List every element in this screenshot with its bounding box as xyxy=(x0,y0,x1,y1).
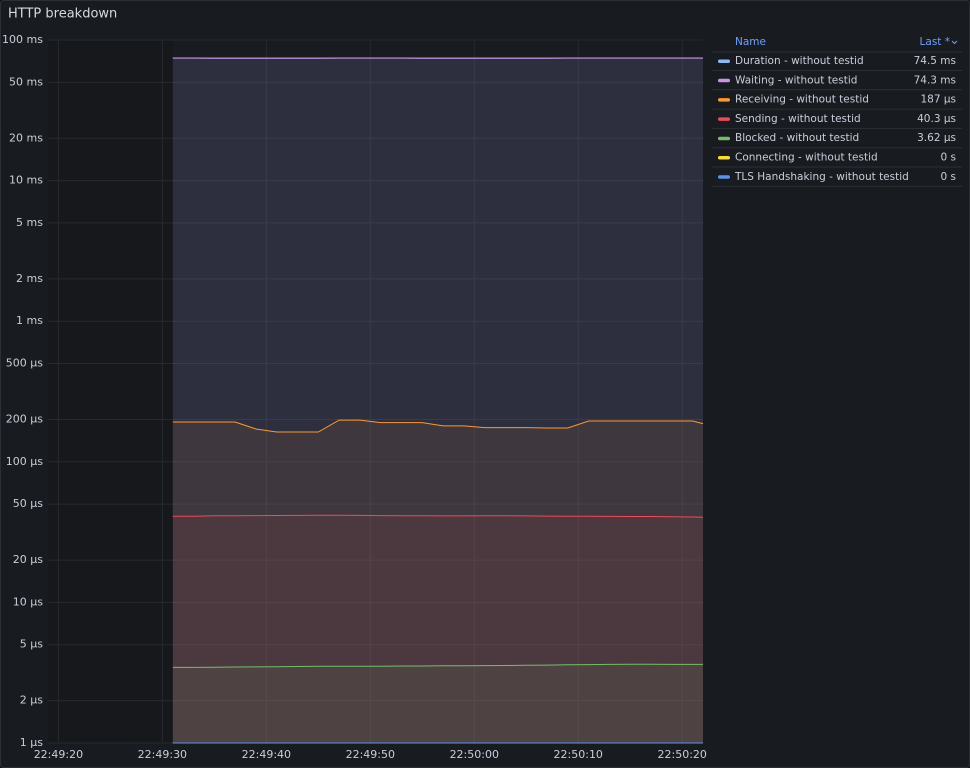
legend-last: 187 µs xyxy=(920,94,956,106)
series-area xyxy=(172,664,704,743)
legend: Name Last * Duration - without testid 74.… xyxy=(712,36,962,187)
x-tick-label: 22:50:20 xyxy=(658,748,707,761)
y-tick-label: 1 ms xyxy=(16,314,43,327)
y-tick-label: 2 µs xyxy=(20,694,43,707)
legend-name: Connecting - without testid xyxy=(735,152,878,164)
series-area xyxy=(172,420,704,743)
y-tick-label: 50 µs xyxy=(13,497,43,510)
y-tick-label: 10 µs xyxy=(13,595,43,608)
x-tick-label: 22:50:10 xyxy=(554,748,603,761)
legend-last: 40.3 µs xyxy=(917,113,956,125)
legend-swatch xyxy=(718,59,730,63)
y-tick-label: 5 µs xyxy=(20,638,43,651)
no-data-region xyxy=(48,40,173,743)
lines xyxy=(172,57,704,744)
legend-name: Blocked - without testid xyxy=(735,132,859,144)
series-area xyxy=(172,58,704,744)
legend-swatch xyxy=(718,136,730,141)
areas xyxy=(172,58,704,744)
grid xyxy=(48,39,703,744)
legend-name: Waiting - without testid xyxy=(735,74,857,86)
y-tick-label: 50 ms xyxy=(9,75,43,88)
y-tick-label: 5 ms xyxy=(16,216,43,229)
y-tick-label: 500 µs xyxy=(6,357,43,370)
sort-icon[interactable] xyxy=(951,40,958,45)
legend-header-last[interactable]: Last * xyxy=(920,36,950,48)
legend-name: Sending - without testid xyxy=(735,113,861,125)
x-tick-label: 22:49:20 xyxy=(34,748,83,761)
series-line xyxy=(172,663,703,668)
legend-swatch xyxy=(718,117,730,121)
legend-last: 3.62 µs xyxy=(917,132,956,144)
x-tick-label: 22:49:40 xyxy=(242,748,291,761)
y-tick-label: 100 ms xyxy=(2,33,43,46)
y-tick-label: 2 ms xyxy=(16,272,43,285)
y-tick-label: 100 µs xyxy=(6,455,43,468)
x-tick-label: 22:49:50 xyxy=(346,748,395,761)
series-line xyxy=(172,419,704,433)
x-tick-label: 22:50:00 xyxy=(450,748,499,761)
x-tick-label: 22:49:30 xyxy=(138,748,187,761)
legend-name: Duration - without testid xyxy=(735,55,864,67)
legend-swatch xyxy=(718,156,730,160)
legend-last: 74.5 ms xyxy=(914,55,956,67)
y-tick-label: 1 µs xyxy=(20,736,43,749)
series-area xyxy=(172,58,704,743)
axes: 100 ms 50 ms 20 ms 10 ms 5 ms 2 ms 1 ms 500 µs 2… xyxy=(2,33,707,761)
y-tick-label: 20 ms xyxy=(9,131,43,144)
legend-name: TLS Handshaking - without testid xyxy=(734,171,909,183)
panel-title: HTTP breakdown xyxy=(8,7,117,22)
legend-swatch xyxy=(718,98,730,102)
legend-name: Receiving - without testid xyxy=(735,94,869,106)
y-tick-label: 20 µs xyxy=(13,553,43,566)
legend-swatch xyxy=(718,175,730,179)
legend-last: 74.3 ms xyxy=(914,74,956,86)
series-area xyxy=(172,515,704,743)
legend-last: 0 s xyxy=(941,171,957,183)
legend-last: 0 s xyxy=(941,152,957,164)
y-tick-label: 10 ms xyxy=(9,174,43,187)
y-tick-label: 200 µs xyxy=(6,412,43,425)
legend-header-name[interactable]: Name xyxy=(735,36,766,48)
legend-swatch xyxy=(718,78,730,83)
series-line xyxy=(172,514,704,518)
